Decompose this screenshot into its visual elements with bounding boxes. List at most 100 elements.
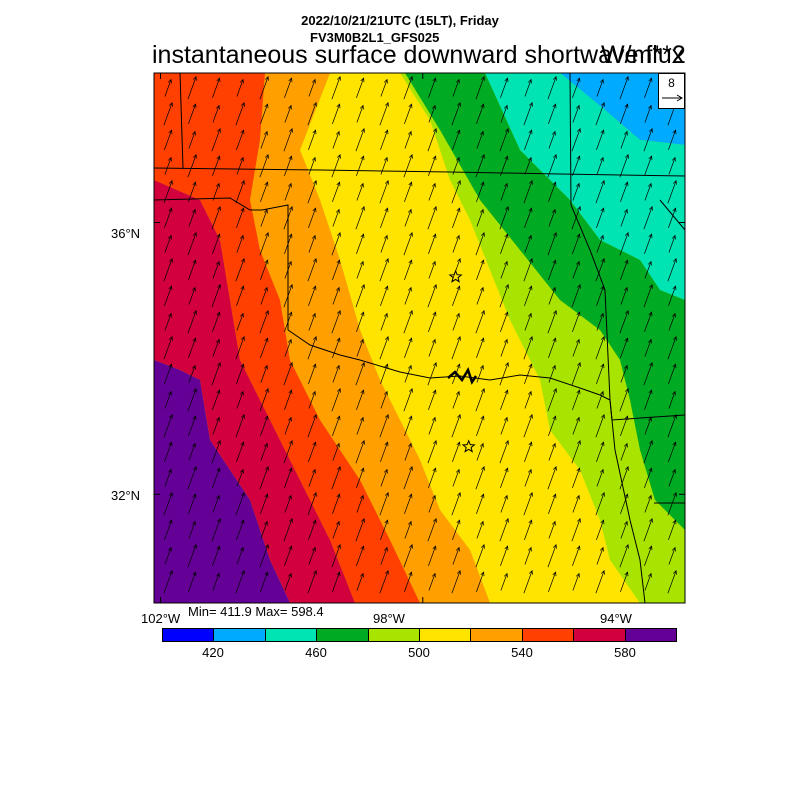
wind-arrow	[380, 285, 389, 306]
wind-arrow	[523, 335, 533, 360]
wind-arrow	[308, 312, 316, 331]
wind-arrow	[524, 441, 533, 462]
wind-arrow	[211, 361, 221, 386]
wind-arrow	[548, 442, 556, 461]
wind-arrow	[212, 572, 220, 591]
wind-arrow	[620, 103, 629, 124]
wind-arrow	[188, 337, 197, 358]
wind-arrow	[404, 103, 413, 124]
wind-arrow	[331, 153, 341, 178]
wind-arrow	[524, 546, 532, 565]
wind-arrow	[548, 259, 557, 280]
wind-arrow	[644, 467, 653, 488]
model-name-title: FV3M0B2L1_GFS025	[310, 30, 440, 45]
wind-arrow	[643, 517, 653, 542]
wind-arrow	[212, 416, 220, 435]
wind-arrow	[595, 179, 605, 204]
colorbar-label-540: 540	[511, 645, 533, 660]
wind-arrow	[164, 390, 172, 409]
wind-arrow	[524, 363, 533, 384]
wind-arrow	[404, 571, 413, 592]
wind-arrow	[596, 546, 604, 565]
wind-arrow	[260, 286, 268, 305]
wind-arrow	[428, 104, 436, 123]
wind-arrow	[284, 494, 292, 513]
wind-arrow	[332, 181, 341, 202]
wind-arrow	[163, 101, 173, 126]
wind-arrow	[644, 389, 653, 410]
wind-arrow	[620, 259, 629, 280]
wind-arrow	[307, 413, 317, 438]
wind-arrow	[331, 387, 341, 412]
wind-arrow	[259, 231, 269, 256]
band-580-600	[154, 360, 290, 603]
wind-arrow	[427, 439, 437, 464]
wind-arrow	[380, 156, 388, 175]
wind-arrow	[331, 231, 341, 256]
wind-arrow	[332, 259, 341, 280]
wind-arrow	[523, 179, 533, 204]
wind-arrow	[331, 309, 341, 334]
wind-arrow	[307, 257, 317, 282]
wind-arrow	[404, 442, 412, 461]
wind-arrow	[235, 491, 245, 516]
colorbar-swatch-5	[420, 629, 472, 641]
wind-arrow	[572, 104, 580, 123]
city-markers	[448, 269, 476, 453]
wind-arrow	[547, 231, 557, 256]
wind-arrow	[235, 257, 245, 282]
wind-arrow	[644, 182, 652, 201]
wind-arrow	[427, 517, 437, 542]
wind-arrow	[403, 543, 413, 568]
wind-arrow	[548, 208, 556, 227]
wind-arrow	[404, 337, 413, 358]
wind-arrow	[595, 335, 605, 360]
wind-arrow	[259, 543, 269, 568]
wind-arrow	[283, 517, 293, 542]
wind-arrow	[188, 103, 197, 124]
wind-arrow	[619, 75, 629, 100]
wind-arrow	[404, 415, 413, 436]
wind-arrow	[499, 127, 509, 152]
wind-arrow	[500, 233, 509, 254]
wind-arrow	[164, 363, 173, 384]
wind-arrow	[620, 181, 629, 202]
wind-arrow	[260, 337, 269, 358]
wind-arrow	[428, 311, 437, 332]
wind-arrow	[571, 283, 581, 308]
colorbar-label-460: 460	[305, 645, 327, 660]
wind-arrow	[620, 571, 629, 592]
band-440-460	[485, 73, 685, 300]
wind-arrow	[499, 517, 509, 542]
wind-arrow	[283, 127, 293, 152]
wind-arrow	[668, 285, 677, 306]
wind-arrow	[356, 389, 365, 410]
wind-arrow	[164, 285, 173, 306]
wind-arrow	[548, 364, 556, 383]
wind-arrow	[548, 571, 557, 592]
colorbar	[162, 628, 677, 642]
wind-arrow	[188, 130, 196, 149]
wind-arrow	[572, 311, 581, 332]
wind-arrow	[284, 572, 292, 591]
wind-arrow	[164, 312, 172, 331]
wind-arrow	[236, 129, 245, 150]
wind-arrow	[500, 467, 509, 488]
wind-arrow	[596, 156, 604, 175]
wind-arrow	[163, 335, 173, 360]
wind-arrow	[308, 207, 317, 228]
band-560-580	[154, 180, 355, 603]
wind-arrow	[235, 179, 245, 204]
wind-arrow	[236, 78, 244, 97]
wind-arrow	[259, 387, 269, 412]
wind-arrow	[476, 415, 485, 436]
wind-arrow	[308, 363, 317, 384]
wind-arrow	[572, 545, 581, 566]
wind-arrow	[187, 153, 197, 178]
wind-arrow	[595, 491, 605, 516]
wind-arrow	[524, 207, 533, 228]
wind-arrow	[380, 207, 389, 228]
wind-arrow	[187, 75, 197, 100]
wind-arrow	[356, 260, 364, 279]
